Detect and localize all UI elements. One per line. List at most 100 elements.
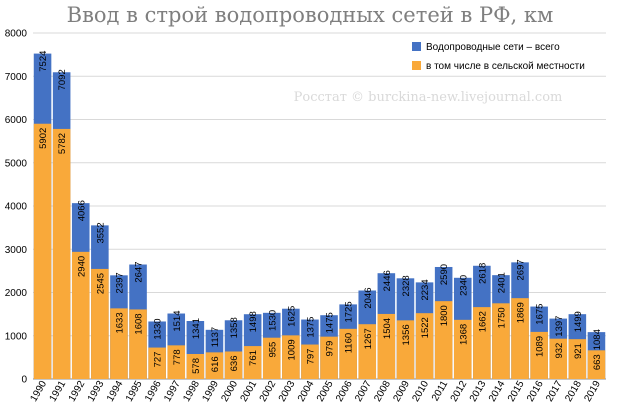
bar-rural-1993 — [91, 268, 109, 379]
legend-label-rural: в том числе в сельской местности — [426, 61, 585, 72]
value-label-rural-1995: 1608 — [134, 313, 145, 334]
x-tick-label: 1994 — [105, 379, 126, 404]
bar-rural-2004 — [301, 344, 319, 379]
x-tick-label: 2019 — [582, 379, 603, 404]
bar-rural-2013 — [473, 307, 491, 379]
value-label-total-1990: 7524 — [38, 51, 49, 72]
x-tick-label: 2017 — [544, 379, 565, 404]
value-label-total-1997: 1514 — [172, 311, 183, 332]
bar-rural-2009 — [396, 320, 415, 379]
value-label-rural-2013: 1662 — [477, 311, 488, 332]
bar-rural-1991 — [52, 128, 71, 379]
value-label-total-2012: 2340 — [458, 275, 469, 296]
x-tick-label: 1997 — [162, 379, 183, 404]
value-label-total-1999: 1137 — [210, 327, 221, 347]
legend-swatch-rural — [412, 61, 421, 70]
value-label-rural-2004: 797 — [305, 349, 316, 365]
value-label-rural-2003: 1009 — [286, 339, 297, 360]
value-label-rural-1992: 2940 — [76, 256, 87, 277]
x-tick-label: 1990 — [28, 379, 49, 404]
legend: Водопроводные сети – всего в том числе в… — [412, 42, 585, 72]
bar-rural-2000 — [224, 351, 243, 379]
x-tick-label: 1996 — [143, 379, 164, 404]
value-label-total-2004: 1375 — [305, 317, 316, 338]
x-tick-label: 2007 — [353, 379, 374, 404]
value-label-rural-2015: 1869 — [516, 302, 527, 323]
bar-rural-2008 — [377, 313, 396, 379]
value-label-total-2015: 2697 — [516, 259, 527, 280]
x-tick-label: 1995 — [124, 379, 145, 404]
value-label-total-1991: 7092 — [57, 69, 68, 90]
value-label-rural-1993: 2545 — [95, 273, 106, 294]
value-label-rural-2001: 761 — [248, 350, 259, 366]
value-label-total-2013: 2618 — [477, 263, 488, 284]
value-label-total-2014: 2401 — [496, 272, 507, 293]
bar-rural-2011 — [434, 301, 453, 379]
value-label-rural-2006: 1160 — [344, 333, 355, 353]
x-tick-label: 1998 — [181, 379, 202, 404]
value-label-rural-2000: 636 — [229, 355, 240, 371]
value-label-rural-2018: 921 — [573, 343, 584, 359]
bar-rural-1999 — [205, 352, 224, 379]
x-tick-label: 2016 — [525, 379, 546, 404]
x-tick-label: 2014 — [487, 379, 508, 404]
y-tick-label: 0 — [21, 375, 27, 386]
value-label-total-2017: 1397 — [554, 316, 565, 337]
y-tick-label: 3000 — [5, 245, 28, 256]
bar-rural-1995 — [129, 309, 147, 379]
y-tick-label: 6000 — [5, 115, 28, 126]
value-label-rural-1994: 1633 — [114, 312, 125, 333]
value-label-rural-2009: 1356 — [401, 324, 412, 345]
value-label-rural-2011: 1800 — [439, 305, 450, 326]
value-label-total-1993: 3552 — [95, 222, 106, 243]
bars — [33, 53, 606, 380]
y-tick-label: 8000 — [5, 29, 28, 40]
value-label-total-2002: 1530 — [267, 310, 278, 331]
value-label-total-2008: 2446 — [382, 270, 393, 291]
legend-label-total: Водопроводные сети – всего — [426, 42, 560, 53]
chart-title: Ввод в строй водопроводных сетей в РФ, к… — [67, 3, 554, 27]
x-tick-label: 1999 — [200, 379, 221, 404]
x-tick-label: 2002 — [258, 379, 279, 404]
x-tick-label: 2001 — [239, 379, 260, 404]
bar-rural-2014 — [492, 303, 510, 379]
value-label-total-2001: 1498 — [248, 311, 259, 332]
bar-rural-2017 — [549, 338, 568, 379]
value-label-total-1994: 2397 — [114, 272, 125, 293]
bar-rural-2005 — [320, 336, 338, 379]
bar-rural-2007 — [358, 324, 377, 379]
x-tick-label: 2009 — [391, 379, 412, 404]
bar-rural-1990 — [33, 123, 52, 380]
x-tick-label: 2004 — [296, 379, 317, 404]
value-label-total-1996: 1330 — [153, 318, 164, 339]
value-label-rural-2007: 1267 — [363, 328, 374, 349]
x-tick-label: 2012 — [449, 379, 470, 404]
x-tick-label: 1993 — [86, 379, 107, 404]
value-label-total-1995: 2647 — [134, 262, 145, 283]
bar-rural-2018 — [568, 339, 587, 379]
watermark: Росстат © burckina-new.livejournal.com — [294, 90, 563, 105]
value-label-total-2000: 1358 — [229, 317, 240, 338]
value-label-total-2010: 2234 — [420, 279, 431, 300]
y-tick-label: 2000 — [5, 288, 28, 299]
bar-rural-2001 — [243, 346, 262, 379]
bar-rural-2019 — [587, 350, 606, 379]
x-tick-label: 2015 — [506, 379, 527, 404]
value-label-rural-1999: 616 — [210, 356, 221, 372]
y-tick-label: 7000 — [5, 72, 28, 83]
bar-rural-2016 — [530, 331, 548, 379]
value-label-total-2006: 1725 — [344, 301, 355, 322]
bar-rural-1997 — [167, 345, 186, 379]
value-label-total-2016: 1675 — [535, 304, 546, 325]
value-label-rural-2019: 663 — [592, 354, 603, 370]
bar-rural-2010 — [415, 313, 434, 379]
y-tick-label: 1000 — [5, 331, 28, 342]
y-tick-label: 5000 — [5, 158, 28, 169]
bar-rural-1996 — [148, 347, 166, 379]
value-labels: 7524 5902 7092 5782 4066 2940 3552 2545 2397 1633… — [38, 51, 603, 374]
value-label-total-2009: 2328 — [401, 275, 412, 296]
x-axis: 1990199119921993199419951996199719981999… — [28, 379, 603, 404]
legend-swatch-total — [412, 42, 421, 51]
